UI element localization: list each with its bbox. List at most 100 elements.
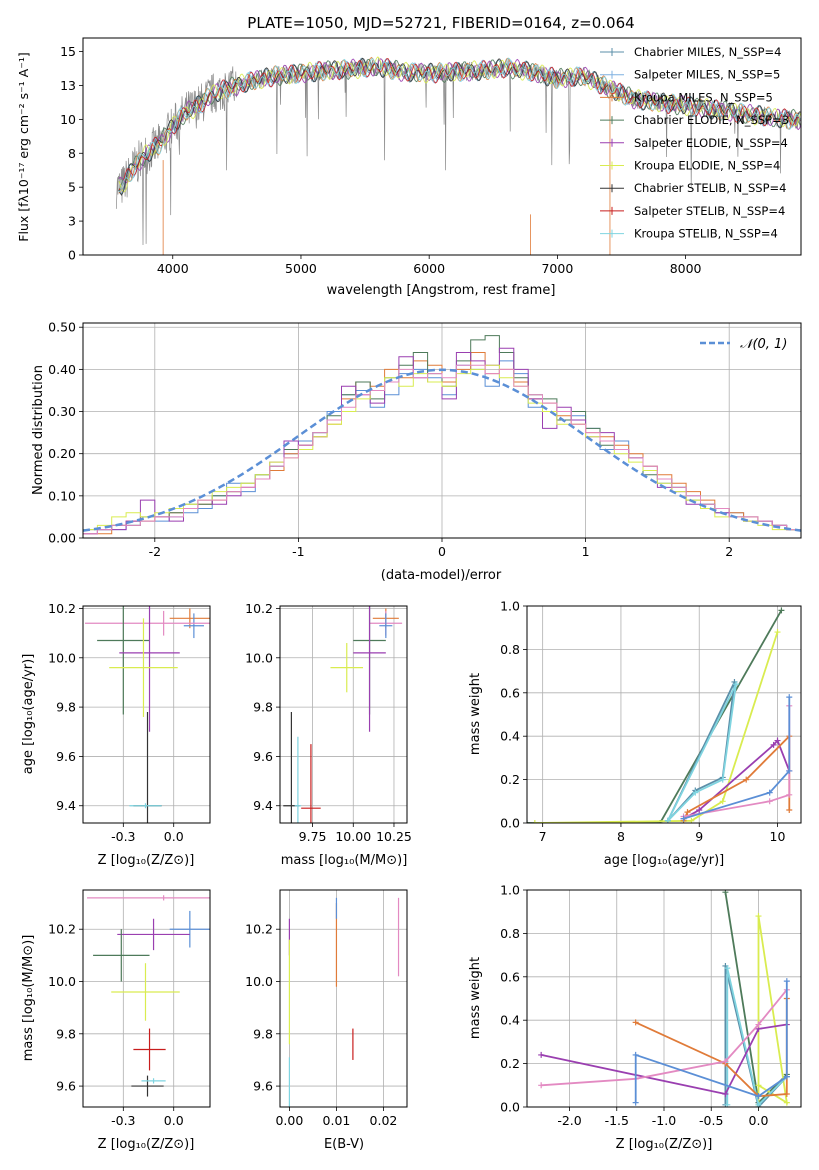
y-tick-label: 9.4 [56, 798, 76, 813]
spectrum-legend: Chabrier MILES, N_SSP=4 Salpeter MILES, N… [600, 45, 789, 241]
x-tick-label: 8000 [670, 261, 702, 276]
x-tick-label: 0.01 [323, 1113, 351, 1128]
x-tick-label: 2 [725, 544, 733, 559]
mass-weight-marker [538, 1082, 545, 1089]
mass-weight-marker [696, 806, 703, 813]
y-tick-label: 15 [60, 44, 76, 59]
x-tick-label: -1.0 [652, 1113, 676, 1128]
y-tick-label: 9.8 [253, 1026, 273, 1041]
mass-weight-marker [766, 789, 773, 796]
y-tick-label: 9.6 [253, 1079, 273, 1094]
mass-weight-marker [774, 737, 781, 744]
mass-weight-marker [786, 767, 793, 774]
y-tick-label: 5 [68, 180, 76, 195]
x-tick-label: 0.0 [164, 1113, 184, 1128]
x-tick-label: -1.5 [605, 1113, 629, 1128]
mass-weight-marker [632, 1051, 639, 1058]
mass-weight-marker [755, 1093, 762, 1100]
x-tick-label: -0.5 [699, 1113, 723, 1128]
mass-weight-marker [755, 1082, 762, 1089]
model-spectrum [118, 56, 801, 193]
mass-vs-Z-panel: -0.3 0.0 9.6 9.8 10.0 10.2 Z [log₁₀(Z/Z⊙)] ma… [21, 889, 211, 1152]
mass-weight-marker [724, 965, 731, 972]
legend-label: Chabrier ELODIE, N_SSP=3 [634, 113, 789, 127]
y-tick-label: 0.2 [500, 772, 520, 787]
y-tick-label: 0.6 [500, 969, 520, 984]
y-tick-label: 9.8 [253, 700, 273, 715]
mw-age-x-label: age [log₁₀(age/yr)] [604, 853, 725, 868]
mass-weight-marker [755, 1021, 762, 1028]
mass-Z-y-label: mass [log₁₀(M/M⊙)] [21, 935, 36, 1062]
x-tick-label: 5000 [285, 261, 317, 276]
x-tick-label: 7 [539, 829, 547, 844]
x-tick-label: 9.75 [299, 829, 327, 844]
x-tick-label: 7000 [541, 261, 573, 276]
model-spectrum [118, 57, 801, 193]
legend-label: Chabrier MILES, N_SSP=4 [634, 45, 781, 59]
model-spectrum [118, 58, 801, 191]
y-tick-label: 10.2 [48, 922, 76, 937]
mass-weight-marker [722, 1090, 729, 1097]
y-tick-label: 10.2 [245, 922, 273, 937]
y-tick-label: 0.4 [500, 729, 520, 744]
legend-label: Kroupa ELODIE, N_SSP=4 [634, 159, 780, 173]
age-mass-x-label: mass [log₁₀(M/M⊙)] [281, 853, 408, 868]
residuals-y-label: Normed distribution [31, 365, 46, 495]
y-tick-label: 0.6 [500, 685, 520, 700]
mass-weight-marker [770, 741, 777, 748]
model-spectrum [118, 57, 801, 196]
mass-weight-marker [684, 809, 691, 816]
y-tick-label: 10 [60, 112, 76, 127]
legend-label: Salpeter STELIB, N_SSP=4 [634, 204, 785, 218]
y-tick-label: 10.2 [48, 601, 76, 616]
x-tick-label: 0 [438, 544, 446, 559]
y-tick-label: 0.0 [500, 1100, 520, 1115]
y-tick-label: 3 [68, 214, 76, 229]
y-tick-label: 1.0 [500, 599, 520, 614]
age-vs-mass-panel: 9.75 10.00 10.25 9.4 9.6 9.8 10.0 10.2 mass [lo… [245, 601, 412, 868]
y-tick-label: 9.8 [56, 700, 76, 715]
y-tick-label: 0.20 [48, 446, 76, 461]
age-Z-x-label: Z [log₁₀(Z/Z⊙)] [98, 853, 195, 868]
residuals-x-label: (data-model)/error [381, 568, 502, 583]
mass-weight-marker [733, 681, 740, 688]
y-tick-label: 1.0 [500, 883, 520, 898]
mass-weight-line [683, 697, 791, 820]
mass-weight-marker [755, 913, 762, 920]
x-tick-label: -0.3 [111, 829, 135, 844]
x-tick-label: 10.25 [376, 829, 412, 844]
mass-vs-ebv-panel: 0.00 0.01 0.02 9.6 9.8 10.0 10.2 E(B-V) [245, 889, 408, 1152]
mw-Z-y-label: mass weight [468, 957, 483, 1039]
mass-Z-x-label: Z [log₁₀(Z/Z⊙)] [98, 1137, 195, 1152]
spectrum-y-label: Flux [fλ10⁻¹⁷ erg cm⁻² s⁻¹ A⁻¹] [16, 52, 31, 241]
y-tick-label: 10.0 [245, 650, 273, 665]
mass-weight-marker [786, 694, 793, 701]
x-tick-label: 0.0 [749, 1113, 769, 1128]
y-tick-label: 0.4 [500, 1013, 520, 1028]
legend-label: Chabrier STELIB, N_SSP=4 [634, 181, 786, 195]
x-tick-label: 0.0 [164, 829, 184, 844]
mass-weight-marker [632, 1019, 639, 1026]
x-tick-label: 0.02 [370, 1113, 398, 1128]
y-tick-label: 0.40 [48, 362, 76, 377]
x-tick-label: 0.00 [275, 1113, 303, 1128]
x-tick-label: -2 [149, 544, 161, 559]
residuals-panel: -2 -1 0 1 2 0.00 0.10 0.20 0.30 0.40 0.50 (data-mo… [31, 320, 802, 583]
x-tick-label: 10.00 [335, 829, 371, 844]
mass-weight-marker [680, 815, 687, 822]
x-tick-label: -1 [292, 544, 304, 559]
mass-weight-marker [632, 1099, 639, 1106]
mass-weight-marker [786, 791, 793, 798]
legend-label: Salpeter MILES, N_SSP=5 [634, 68, 780, 82]
mass-weight-marker [719, 798, 726, 805]
mass-weight-marker [783, 978, 790, 985]
legend-label: Kroupa MILES, N_SSP=5 [634, 90, 773, 104]
mass-weight-marker [743, 776, 750, 783]
mass-weight-marker [783, 1073, 790, 1080]
spectrum-title: PLATE=1050, MJD=52721, FIBERID=0164, z=0… [247, 14, 634, 32]
massweight-vs-Z-panel: -2.0 -1.5 -1.0 -0.5 0.0 0.0 0.2 0.4 0.6 0.8 1.0 Z … [468, 883, 802, 1152]
normal-curve [83, 368, 801, 532]
y-tick-label: 8 [68, 146, 76, 161]
x-tick-label: 6000 [413, 261, 445, 276]
mw-age-y-label: mass weight [468, 673, 483, 755]
